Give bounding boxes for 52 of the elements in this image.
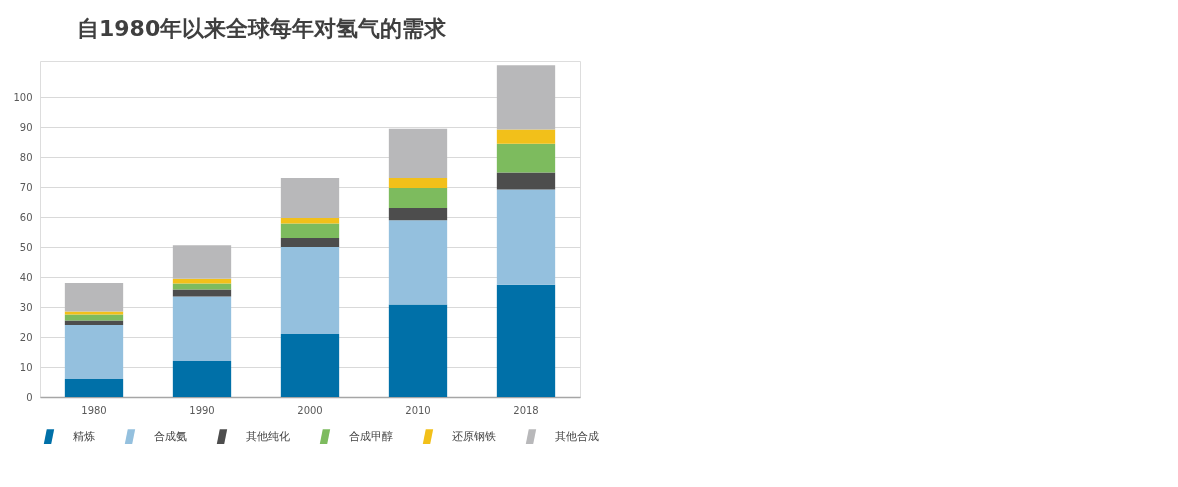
- bar: [496, 284, 556, 397]
- bar: [172, 361, 232, 397]
- bar: [64, 314, 124, 321]
- legend-label: 其他合成: [555, 429, 599, 443]
- bar: [388, 208, 448, 221]
- y-tick-label: 100: [13, 91, 33, 103]
- y-tick-label: 60: [19, 211, 33, 223]
- bar: [280, 223, 340, 238]
- y-tick-label: 10: [19, 361, 33, 373]
- bar: [280, 334, 340, 397]
- bar: [280, 247, 340, 334]
- bar: [172, 283, 232, 290]
- bar: [388, 304, 448, 397]
- bar: [388, 187, 448, 208]
- legend-label: 合成氨: [154, 429, 187, 443]
- x-tick-label: 2018: [513, 404, 539, 416]
- bar: [280, 178, 340, 218]
- y-tick-label: 50: [19, 241, 33, 253]
- legend-label: 精炼: [73, 429, 95, 443]
- bar: [172, 278, 232, 284]
- y-tick-label: 0: [26, 391, 33, 403]
- bar: [64, 325, 124, 379]
- x-tick-label: 2010: [405, 404, 431, 416]
- bar: [388, 220, 448, 305]
- bar: [496, 65, 556, 130]
- bar: [280, 238, 340, 247]
- bar: [496, 189, 556, 285]
- x-tick-label: 2000: [297, 404, 323, 416]
- bar: [172, 245, 232, 279]
- bar: [172, 296, 232, 361]
- bar: [496, 129, 556, 144]
- y-tick-label: 90: [19, 121, 33, 133]
- bar: [388, 128, 448, 178]
- bar: [64, 283, 124, 312]
- bar: [496, 172, 556, 190]
- y-tick-label: 70: [19, 181, 33, 193]
- chart-title: 自1980年以来全球每年对氢气的需求: [77, 16, 448, 41]
- bar: [496, 143, 556, 173]
- bar: [64, 311, 124, 315]
- bar: [388, 178, 448, 188]
- y-tick-label: 30: [19, 301, 33, 313]
- y-tick-label: 40: [19, 271, 33, 283]
- legend-label: 合成甲醇: [349, 429, 393, 443]
- y-tick-label: 80: [19, 151, 33, 163]
- bar: [280, 217, 340, 224]
- bar: [64, 379, 124, 397]
- bar: [172, 289, 232, 297]
- x-tick-label: 1990: [189, 404, 215, 416]
- legend-label: 其他纯化: [246, 429, 290, 443]
- y-tick-label: 20: [19, 331, 33, 343]
- legend-label: 还原钢铁: [452, 429, 496, 443]
- x-tick-label: 1980: [81, 404, 107, 416]
